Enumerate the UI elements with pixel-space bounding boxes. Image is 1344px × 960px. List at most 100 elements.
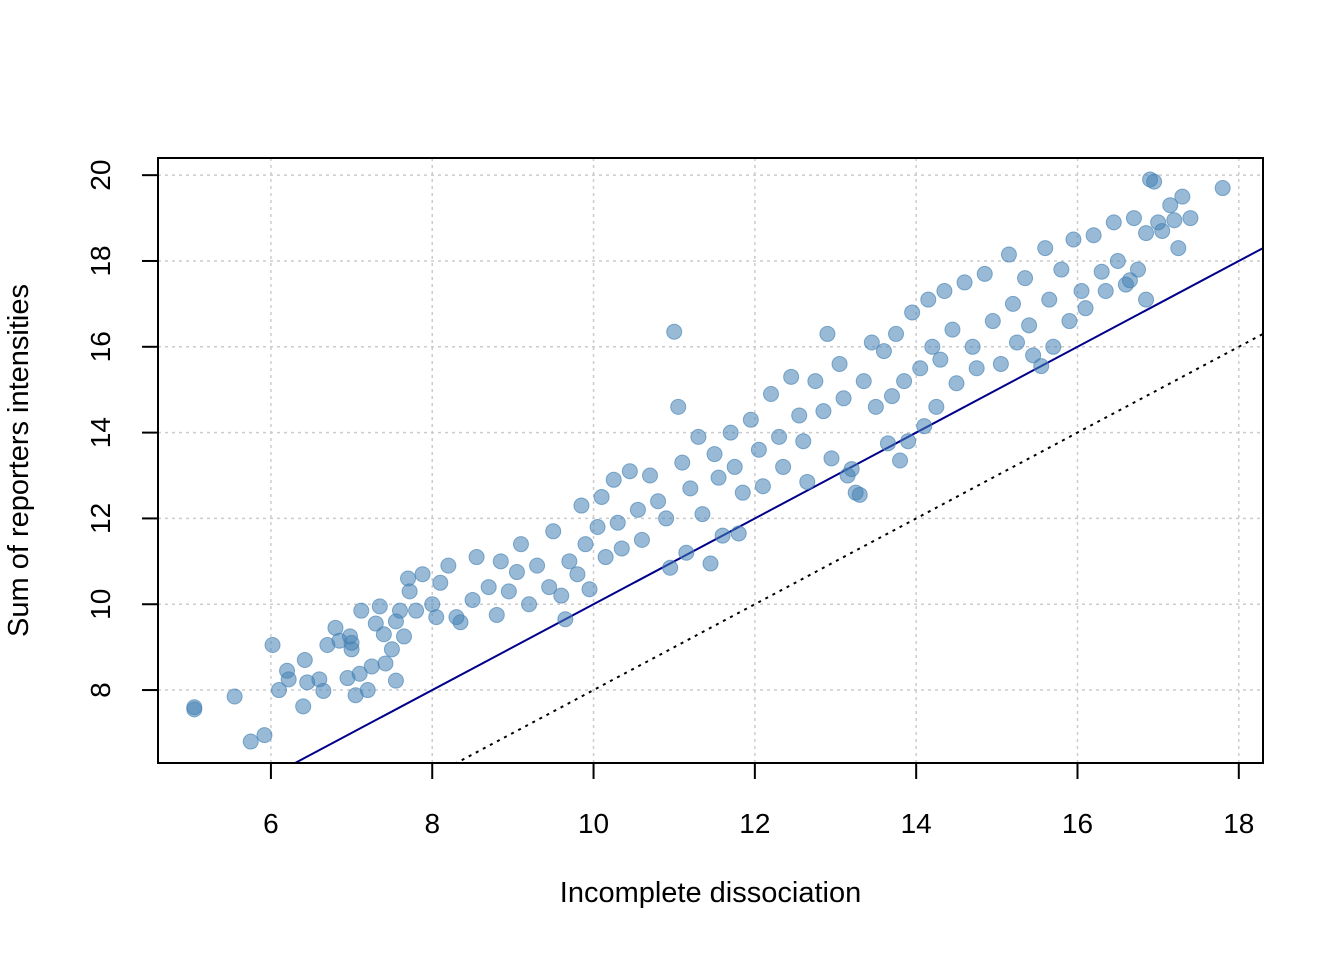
data-point (863, 334, 880, 351)
data-point (500, 583, 517, 600)
data-point (1061, 313, 1078, 330)
data-point (730, 525, 747, 542)
data-point (992, 355, 1009, 372)
data-point (264, 637, 281, 654)
data-point (843, 461, 860, 478)
data-points (186, 171, 1231, 750)
data-point (920, 291, 937, 308)
data-point (621, 463, 638, 480)
y-tick-label: 18 (85, 245, 116, 276)
data-point (734, 484, 751, 501)
data-point (964, 338, 981, 355)
data-point (1000, 246, 1017, 263)
data-point (589, 519, 606, 536)
x-tick-label: 14 (901, 808, 932, 839)
data-point (932, 351, 949, 368)
data-point (396, 628, 413, 645)
data-point (609, 514, 626, 531)
data-point (795, 433, 812, 450)
data-point (1138, 291, 1155, 308)
data-point (851, 486, 868, 503)
data-point (367, 615, 384, 632)
data-point (1105, 214, 1122, 231)
x-tick-label: 8 (424, 808, 440, 839)
data-point (823, 450, 840, 467)
data-point (270, 682, 287, 699)
data-point (783, 368, 800, 385)
data-point (359, 682, 376, 699)
y-tick-label: 10 (85, 589, 116, 620)
data-point (807, 373, 824, 390)
identity-line (292, 247, 1263, 763)
data-point (1214, 180, 1231, 197)
data-point (775, 458, 792, 475)
data-point (1065, 231, 1082, 248)
data-point (440, 557, 457, 574)
data-point (186, 701, 203, 718)
data-point (1182, 210, 1199, 227)
data-point (363, 658, 380, 675)
data-point (771, 428, 788, 445)
data-point (353, 602, 370, 619)
data-point (1045, 338, 1062, 355)
data-point (1146, 173, 1163, 190)
data-point (387, 672, 404, 689)
data-point (295, 698, 312, 715)
data-point (1170, 240, 1187, 257)
data-point (1077, 300, 1094, 317)
data-point (226, 688, 243, 705)
y-tick-label: 12 (85, 503, 116, 534)
data-point (948, 375, 965, 392)
data-point (629, 501, 646, 518)
data-point (343, 634, 360, 651)
data-point (682, 480, 699, 497)
data-point (799, 473, 816, 490)
data-point (892, 452, 909, 469)
data-point (867, 398, 884, 415)
data-point (605, 471, 622, 488)
data-point (706, 446, 723, 463)
data-point (508, 564, 525, 581)
data-point (512, 536, 529, 553)
data-point (315, 682, 332, 699)
data-point (944, 321, 961, 338)
data-point (351, 665, 368, 682)
data-point (1109, 252, 1126, 269)
data-point (613, 540, 630, 557)
data-point (432, 574, 449, 591)
data-point (1073, 283, 1090, 300)
data-point (1053, 261, 1070, 278)
data-point (492, 553, 509, 570)
data-point (674, 454, 691, 471)
data-point (256, 727, 273, 744)
data-point (593, 488, 610, 505)
data-point (879, 435, 896, 452)
data-point (1162, 197, 1179, 214)
data-point (678, 544, 695, 561)
data-point (762, 385, 779, 402)
data-point (896, 373, 913, 390)
data-point (545, 523, 562, 540)
y-axis-title: Sum of reporters intensities (3, 284, 35, 637)
grid-lines (158, 158, 1263, 763)
data-point (391, 602, 408, 619)
data-point (1037, 240, 1054, 257)
data-point (428, 609, 445, 626)
reference-lines (292, 247, 1263, 763)
data-point (521, 596, 538, 613)
data-point (956, 274, 973, 291)
x-tick-label: 10 (578, 808, 609, 839)
data-point (569, 566, 586, 583)
data-point (573, 497, 590, 514)
data-point (480, 579, 497, 596)
data-point (242, 733, 259, 750)
y-tick-label: 16 (85, 331, 116, 362)
y-tick-label: 20 (85, 160, 116, 191)
data-point (408, 602, 425, 619)
data-point (855, 373, 872, 390)
data-point (835, 390, 852, 407)
data-point (1121, 272, 1138, 289)
data-point (1033, 358, 1050, 375)
offset-line (454, 333, 1263, 763)
